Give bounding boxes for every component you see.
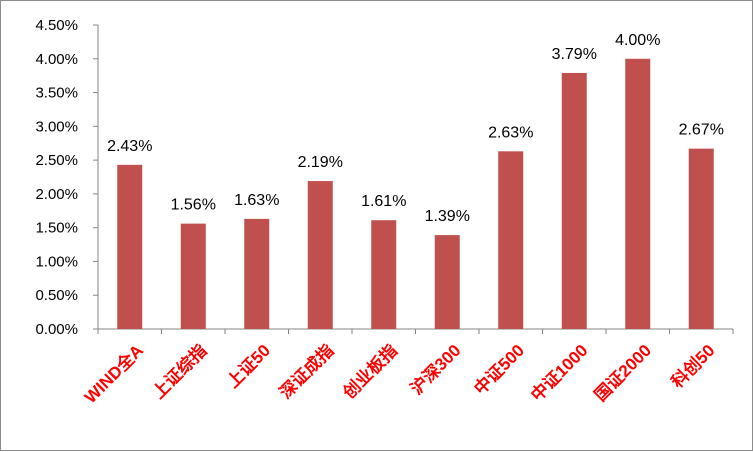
data-label: 2.67% [679,122,724,139]
data-label: 4.00% [615,32,660,49]
y-tick-label: 1.00% [35,253,78,270]
category-label: 国证2000 [591,341,655,405]
y-tick-label: 0.50% [35,287,78,304]
bar [244,218,270,329]
data-label: 2.43% [107,138,152,155]
category-label: 中证1000 [527,340,592,405]
bar [307,181,333,329]
bar [561,72,587,329]
data-label: 2.19% [298,154,343,171]
bar [498,151,524,329]
data-label: 2.63% [488,124,533,141]
category-label: 创业板指 [338,340,401,403]
category-label: 沪深300 [406,340,464,398]
category-label: 科创50 [667,340,719,392]
category-label: 中证500 [470,340,528,398]
category-label: 上证50 [223,341,274,392]
bar [625,58,651,330]
data-label: 1.61% [361,193,406,210]
y-tick-label: 4.50% [35,17,78,34]
data-label: 1.63% [234,192,279,209]
bar [180,223,206,329]
chart-data-labels: 2.43% 1.56% 1.63% 2.19% 1.61% 1.39% 2.63% 3.79%… [107,32,724,225]
data-label: 1.39% [425,208,470,225]
y-tick-label: 3.50% [35,85,78,102]
category-label: 上证综指 [148,340,210,402]
category-label: 深证成指 [275,340,337,402]
bar [688,148,714,329]
y-tick-label: 2.50% [35,152,78,169]
y-tick-label: 2.00% [35,186,78,203]
y-tick-label: 4.00% [35,51,78,68]
bar [434,235,460,329]
data-label: 3.79% [552,46,597,63]
chart-bars [117,58,714,330]
chart-y-tick-labels: 0.00% 0.50% 1.00% 1.50% 2.00% 2.50% 3.00% 3.50%… [35,17,78,338]
category-label: WIND全A [80,340,147,407]
data-label: 1.56% [171,197,216,214]
chart-category-labels: WIND全A 上证综指 上证50 深证成指 创业板指 沪深300 中证500 中证1000 国证… [80,340,718,407]
y-tick-label: 1.50% [35,220,78,237]
y-tick-label: 3.00% [35,118,78,135]
bar [117,164,143,329]
y-tick-label: 0.00% [35,321,78,338]
bar [371,220,397,329]
